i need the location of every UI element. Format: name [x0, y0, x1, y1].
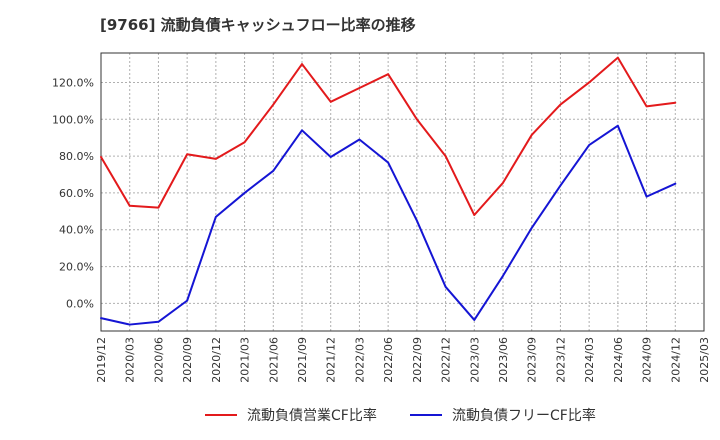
- y-tick-label: 20.0%: [59, 261, 94, 274]
- x-tick-label: 2022/12: [440, 337, 453, 383]
- y-tick-label: 120.0%: [52, 76, 94, 89]
- legend: 流動負債営業CF比率 流動負債フリーCF比率: [0, 405, 720, 427]
- x-tick-label: 2019/12: [95, 337, 108, 383]
- series-line-0: [100, 56, 677, 217]
- x-tick-label: 2023/06: [497, 337, 510, 383]
- legend-label-operating-cf: 流動負債営業CF比率: [247, 408, 377, 424]
- series-line-1: [100, 124, 677, 326]
- x-tick-label: 2020/09: [181, 337, 194, 383]
- y-tick-label: 100.0%: [52, 113, 94, 126]
- legend-item-operating-cf: 流動負債営業CF比率: [205, 405, 377, 425]
- y-tick-label: 80.0%: [59, 150, 94, 163]
- x-tick-label: 2024/09: [641, 337, 654, 383]
- x-tick-label: 2020/03: [124, 337, 137, 383]
- x-tick-label: 2024/06: [612, 337, 625, 383]
- x-tick-label: 2024/03: [583, 337, 596, 383]
- y-tick-label: 0.0%: [66, 297, 94, 310]
- legend-label-free-cf: 流動負債フリーCF比率: [452, 408, 596, 424]
- x-tick-label: 2024/12: [669, 337, 682, 383]
- x-tick-label: 2020/12: [210, 337, 223, 383]
- legend-item-free-cf: 流動負債フリーCF比率: [410, 405, 596, 425]
- y-tick-label: 60.0%: [59, 187, 94, 200]
- x-tick-label: 2023/12: [554, 337, 567, 383]
- x-tick-label: 2025/03: [698, 337, 711, 383]
- x-tick-label: 2023/03: [468, 337, 481, 383]
- x-tick-label: 2022/03: [353, 337, 366, 383]
- plot-frame: [100, 52, 705, 332]
- x-tick-label: 2021/03: [239, 337, 252, 383]
- x-tick-label: 2021/12: [325, 337, 338, 383]
- chart-title: [9766] 流動負債キャッシュフロー比率の推移: [100, 16, 416, 34]
- x-tick-label: 2022/06: [382, 337, 395, 383]
- x-tick-label: 2022/09: [411, 337, 424, 383]
- x-tick-label: 2023/09: [526, 337, 539, 383]
- x-tick-label: 2021/06: [267, 337, 280, 383]
- legend-swatch-operating-cf: [205, 414, 237, 416]
- x-tick-label: 2021/09: [296, 337, 309, 383]
- y-tick-label: 40.0%: [59, 224, 94, 237]
- legend-swatch-free-cf: [410, 414, 442, 416]
- x-tick-label: 2020/06: [152, 337, 165, 383]
